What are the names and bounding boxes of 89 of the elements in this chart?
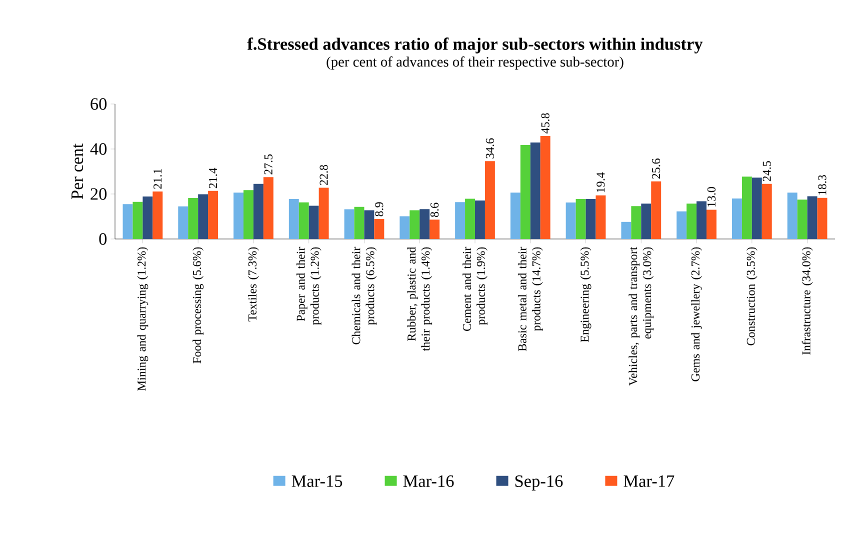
data-label: 24.5 bbox=[762, 161, 771, 182]
bar bbox=[234, 192, 244, 239]
bar bbox=[651, 181, 662, 239]
bar bbox=[797, 200, 808, 239]
bar bbox=[455, 202, 466, 239]
bar bbox=[410, 210, 420, 239]
bar bbox=[732, 198, 742, 239]
bar bbox=[742, 176, 752, 239]
data-label: 19.4 bbox=[596, 172, 605, 192]
bar bbox=[631, 206, 642, 239]
bar bbox=[178, 206, 188, 239]
y-tick-label: 0 bbox=[99, 233, 107, 245]
x-tick-label: Gems and jewellery (2.7%) bbox=[691, 247, 702, 382]
bar bbox=[520, 144, 530, 239]
legend-label: Sep-16 bbox=[515, 475, 563, 491]
x-tick-label: Infrastructure (34.0%) bbox=[802, 247, 813, 355]
legend-label: Mar-16 bbox=[403, 475, 454, 487]
data-label: 22.8 bbox=[320, 164, 328, 185]
bar bbox=[430, 220, 440, 239]
bar bbox=[263, 177, 274, 239]
data-label: 8.9 bbox=[375, 202, 384, 216]
data-label: 18.3 bbox=[818, 175, 826, 195]
data-label: 34.6 bbox=[486, 138, 494, 158]
bar bbox=[308, 206, 319, 239]
legend-label: Mar-15 bbox=[292, 475, 342, 487]
bar bbox=[706, 210, 716, 239]
bar bbox=[621, 222, 632, 239]
x-tick-label: Basic metal and their products (14.7%) bbox=[518, 246, 543, 352]
bar bbox=[641, 204, 652, 239]
bar bbox=[152, 192, 163, 239]
bar bbox=[787, 192, 798, 239]
bar bbox=[420, 209, 430, 239]
bar bbox=[374, 218, 384, 239]
x-tick-label: Food processing (5.6%) bbox=[192, 247, 204, 364]
data-label: 45.8 bbox=[541, 113, 550, 134]
bar bbox=[576, 198, 586, 239]
bar bbox=[686, 204, 697, 239]
bar bbox=[540, 136, 550, 239]
y-tick-label: 60 bbox=[90, 98, 107, 110]
bar bbox=[298, 202, 309, 239]
bar bbox=[465, 198, 475, 239]
y-tick-label: 40 bbox=[90, 143, 107, 155]
bar bbox=[243, 190, 254, 239]
data-label: 8.6 bbox=[430, 202, 439, 217]
data-label: 21.1 bbox=[154, 169, 162, 189]
bar bbox=[676, 211, 687, 239]
bar bbox=[364, 210, 374, 239]
x-tick-label: Mining and quarrying (1.2%) bbox=[137, 247, 148, 391]
bar bbox=[188, 198, 198, 239]
bar bbox=[530, 142, 540, 239]
x-tick-label: Chemicals and their products (6.5%) bbox=[352, 246, 377, 344]
chart-title: f.Stressed advances ratio of major sub-sectors within industry bbox=[247, 38, 703, 54]
bar bbox=[475, 200, 485, 239]
bar bbox=[122, 204, 133, 239]
x-tick-label: Rubber, plastic and their products (1.4%) bbox=[407, 246, 432, 351]
bar bbox=[596, 195, 606, 239]
bar bbox=[696, 201, 707, 239]
legend-label: Mar-17 bbox=[624, 475, 674, 487]
bar bbox=[807, 196, 818, 239]
x-tick-label: Cement and their products (1.9%) bbox=[462, 246, 488, 331]
data-label: 21.4 bbox=[208, 168, 218, 188]
bar bbox=[817, 198, 828, 239]
bar bbox=[510, 192, 520, 239]
data-label: 27.5 bbox=[264, 154, 272, 174]
bar bbox=[318, 188, 329, 239]
chart-subtitle: (per cent of advances of their respective sub-sector) bbox=[326, 56, 624, 70]
x-tick-label: Paper and their products (1.2%) bbox=[296, 246, 322, 325]
y-axis-title: Per cent bbox=[72, 144, 84, 200]
bar bbox=[762, 184, 772, 239]
bar bbox=[198, 194, 208, 239]
bar bbox=[354, 206, 364, 239]
data-label: 25.6 bbox=[652, 158, 660, 179]
bar bbox=[208, 190, 218, 239]
bar bbox=[566, 202, 576, 239]
bar bbox=[484, 161, 495, 239]
bar bbox=[400, 216, 410, 239]
x-tick-label: Construction (3.5%) bbox=[746, 247, 758, 346]
x-tick-label: Textiles (7.3%) bbox=[248, 247, 259, 322]
bar bbox=[344, 209, 354, 239]
bar bbox=[586, 198, 596, 239]
bar bbox=[142, 196, 153, 239]
x-tick-label: Engineering (5.5%) bbox=[580, 247, 592, 342]
bar bbox=[132, 202, 143, 239]
data-label: 13.0 bbox=[707, 187, 716, 206]
bar bbox=[288, 198, 299, 239]
y-tick-label: 20 bbox=[90, 188, 107, 200]
bar bbox=[253, 184, 264, 239]
x-tick-label: Vehicles, parts and transport equipments (3.0%) bbox=[628, 246, 654, 386]
bar bbox=[752, 178, 762, 239]
